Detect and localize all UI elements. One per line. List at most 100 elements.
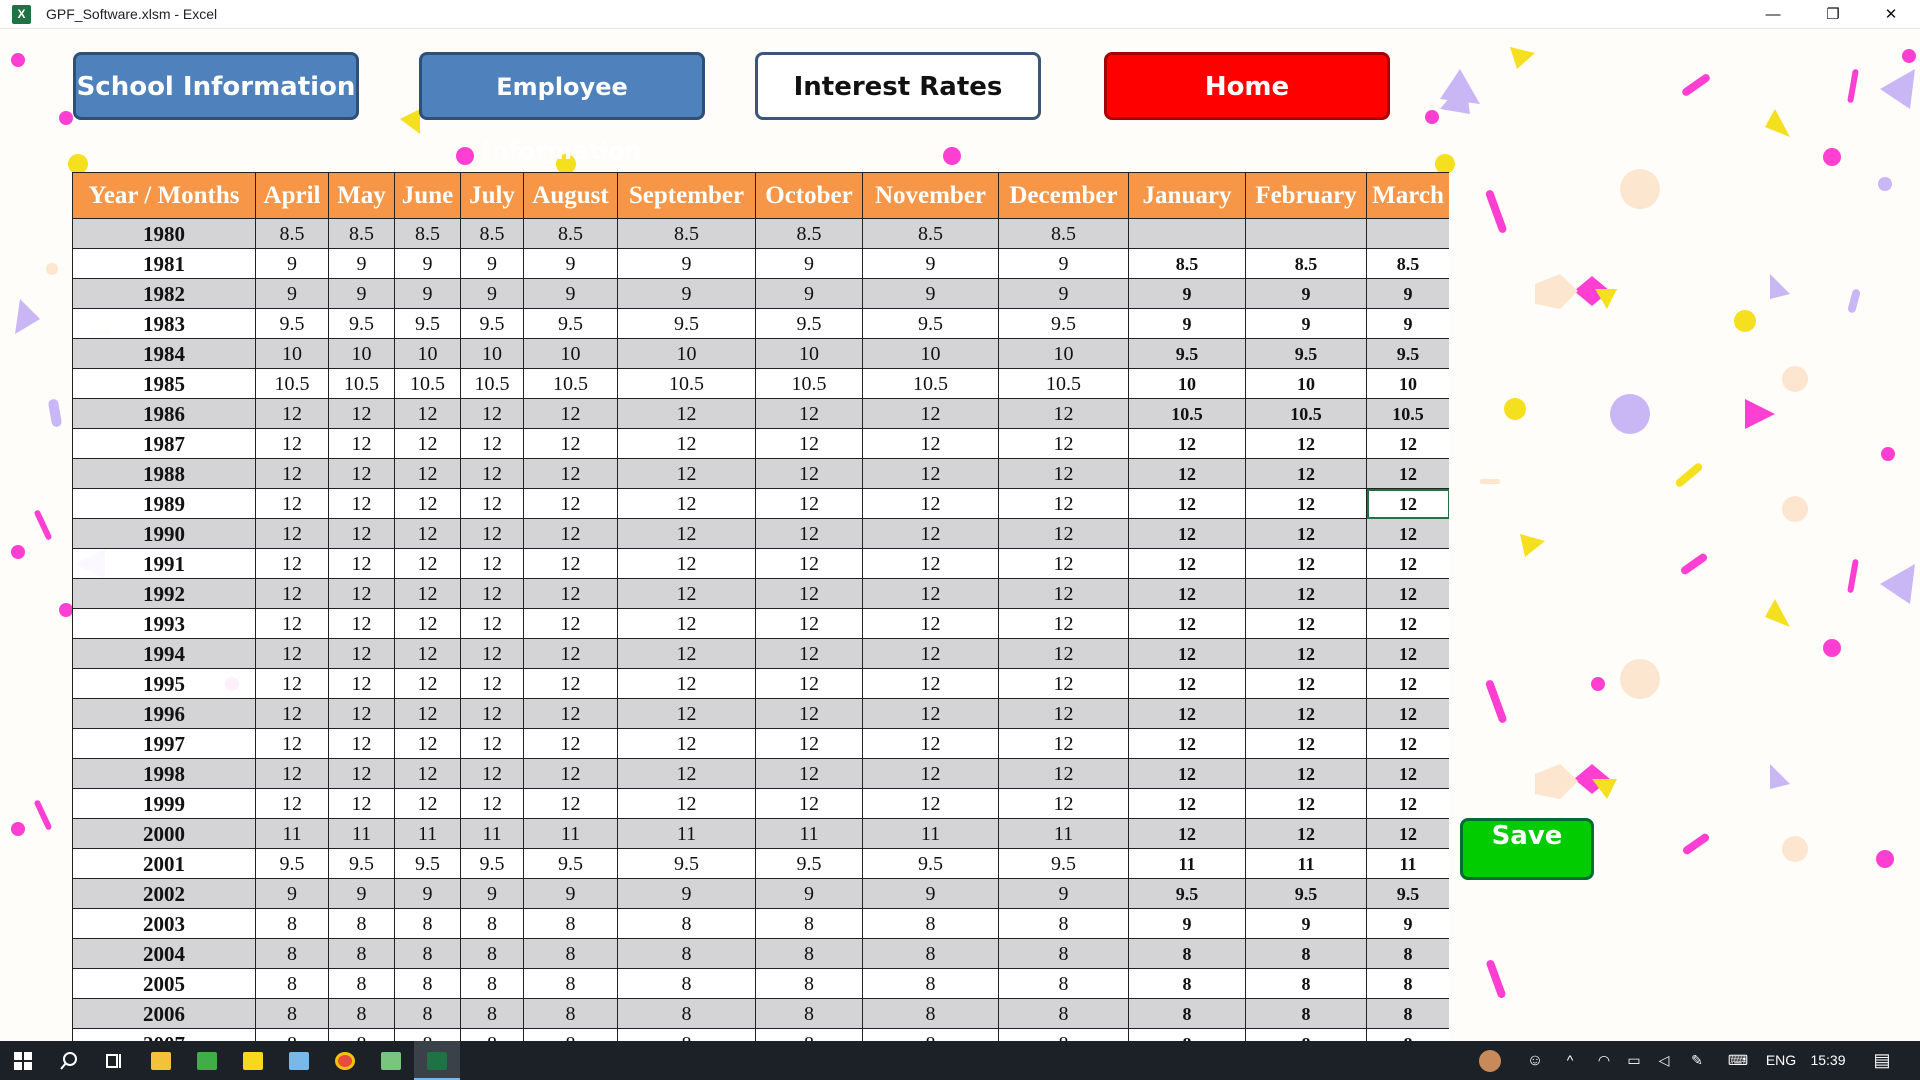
rate-cell[interactable]: 12 bbox=[1128, 668, 1246, 699]
rate-cell[interactable]: 10.5 bbox=[617, 368, 756, 399]
rate-cell[interactable]: 12 bbox=[255, 548, 329, 579]
rate-cell[interactable]: 11 bbox=[617, 818, 756, 849]
rate-cell[interactable]: 8 bbox=[394, 1028, 461, 1041]
rate-cell[interactable]: 9 bbox=[1245, 308, 1367, 339]
rate-cell[interactable]: 8 bbox=[1128, 938, 1246, 969]
rate-cell[interactable]: 12 bbox=[1128, 758, 1246, 789]
rate-cell[interactable]: 12 bbox=[998, 578, 1129, 609]
rate-cell[interactable]: 12 bbox=[328, 578, 395, 609]
rate-cell[interactable]: 9.5 bbox=[998, 848, 1129, 879]
year-cell[interactable]: 2001 bbox=[72, 848, 256, 879]
rate-cell[interactable]: 10.5 bbox=[523, 368, 618, 399]
home-button[interactable]: Home bbox=[1104, 52, 1390, 120]
rate-cell[interactable]: 12 bbox=[394, 638, 461, 669]
rate-cell[interactable] bbox=[1128, 218, 1246, 249]
rate-cell[interactable]: 12 bbox=[523, 728, 618, 759]
rate-cell[interactable]: 10.5 bbox=[755, 368, 863, 399]
rate-cell[interactable]: 11 bbox=[862, 818, 999, 849]
rate-cell[interactable]: 12 bbox=[617, 488, 756, 519]
rate-cell[interactable]: 8 bbox=[255, 938, 329, 969]
rate-cell[interactable]: 12 bbox=[998, 518, 1129, 549]
show-hidden-icons-chevron[interactable]: ^ bbox=[1566, 1052, 1574, 1068]
rate-cell[interactable]: 12 bbox=[862, 398, 999, 429]
pen-icon[interactable]: ✎ bbox=[1691, 1052, 1703, 1068]
rate-cell[interactable]: 9 bbox=[394, 878, 461, 909]
rate-cell[interactable]: 12 bbox=[328, 788, 395, 819]
rate-cell[interactable]: 8 bbox=[328, 938, 395, 969]
rate-cell[interactable]: 10.5 bbox=[255, 368, 329, 399]
rate-cell[interactable]: 10 bbox=[617, 338, 756, 369]
rate-cell[interactable]: 12 bbox=[255, 578, 329, 609]
rate-cell[interactable]: 12 bbox=[255, 488, 329, 519]
year-cell[interactable]: 1981 bbox=[72, 248, 256, 279]
green-app-icon[interactable] bbox=[184, 1041, 230, 1080]
rate-cell[interactable]: 12 bbox=[1245, 758, 1367, 789]
rate-cell[interactable]: 12 bbox=[523, 428, 618, 459]
rate-cell[interactable]: 8 bbox=[255, 1028, 329, 1041]
year-cell[interactable]: 2003 bbox=[72, 908, 256, 939]
rate-cell[interactable]: 9 bbox=[523, 278, 618, 309]
rate-cell[interactable]: 12 bbox=[1366, 758, 1449, 789]
rate-cell[interactable]: 12 bbox=[862, 668, 999, 699]
rate-cell[interactable]: 12 bbox=[394, 758, 461, 789]
rate-cell[interactable]: 8 bbox=[755, 908, 863, 939]
rate-cell[interactable]: 12 bbox=[460, 518, 524, 549]
rate-cell[interactable]: 12 bbox=[328, 488, 395, 519]
rate-cell[interactable]: 12 bbox=[862, 518, 999, 549]
rate-cell[interactable]: 12 bbox=[1245, 428, 1367, 459]
rate-cell[interactable]: 12 bbox=[523, 458, 618, 489]
rate-cell[interactable]: 9.5 bbox=[394, 308, 461, 339]
rate-cell[interactable]: 12 bbox=[862, 788, 999, 819]
excel-doc-icon[interactable] bbox=[368, 1041, 414, 1080]
rate-cell[interactable]: 10 bbox=[460, 338, 524, 369]
rate-cell[interactable]: 12 bbox=[1128, 548, 1246, 579]
rate-cell[interactable]: 9 bbox=[1128, 908, 1246, 939]
rate-cell[interactable]: 8.5 bbox=[394, 218, 461, 249]
rate-cell[interactable]: 12 bbox=[1128, 818, 1246, 849]
rate-cell[interactable]: 8 bbox=[328, 998, 395, 1029]
rate-cell[interactable]: 10.5 bbox=[1366, 398, 1449, 429]
rate-cell[interactable]: 9.5 bbox=[1128, 338, 1246, 369]
year-cell[interactable]: 1989 bbox=[72, 488, 256, 519]
chrome-icon[interactable] bbox=[322, 1041, 368, 1080]
rate-cell[interactable]: 10 bbox=[862, 338, 999, 369]
rate-cell[interactable]: 9 bbox=[394, 278, 461, 309]
rate-cell[interactable]: 12 bbox=[1245, 638, 1367, 669]
rate-cell[interactable]: 12 bbox=[460, 548, 524, 579]
rate-cell[interactable]: 8 bbox=[617, 1028, 756, 1041]
rate-cell[interactable]: 12 bbox=[255, 458, 329, 489]
rate-cell[interactable]: 12 bbox=[523, 518, 618, 549]
keyboard-icon[interactable]: ⌨ bbox=[1727, 1052, 1749, 1068]
rate-cell[interactable]: 9.5 bbox=[460, 848, 524, 879]
rate-cell[interactable]: 11 bbox=[328, 818, 395, 849]
rate-cell[interactable]: 12 bbox=[617, 788, 756, 819]
year-cell[interactable]: 1995 bbox=[72, 668, 256, 699]
rate-cell[interactable]: 12 bbox=[460, 488, 524, 519]
rate-cell[interactable]: 12 bbox=[617, 518, 756, 549]
volume-icon[interactable]: ◁ bbox=[1658, 1052, 1670, 1068]
rate-cell[interactable]: 9.5 bbox=[617, 308, 756, 339]
rate-cell[interactable]: 12 bbox=[255, 758, 329, 789]
rate-cell[interactable]: 10.5 bbox=[1245, 398, 1367, 429]
rate-cell[interactable]: 10 bbox=[755, 338, 863, 369]
rate-cell[interactable]: 12 bbox=[755, 578, 863, 609]
rate-cell[interactable]: 12 bbox=[998, 698, 1129, 729]
rate-cell[interactable]: 9 bbox=[998, 278, 1129, 309]
rate-cell[interactable]: 9 bbox=[755, 878, 863, 909]
rate-cell[interactable]: 12 bbox=[460, 638, 524, 669]
year-cell[interactable]: 2000 bbox=[72, 818, 256, 849]
rate-cell[interactable]: 8 bbox=[755, 1028, 863, 1041]
rate-cell[interactable]: 9 bbox=[1366, 908, 1449, 939]
rate-cell[interactable]: 12 bbox=[1128, 788, 1246, 819]
rate-cell[interactable]: 8 bbox=[328, 908, 395, 939]
people-icon[interactable]: ☺ bbox=[1526, 1052, 1544, 1069]
rate-cell[interactable]: 12 bbox=[1245, 818, 1367, 849]
rate-cell[interactable]: 8.5 bbox=[255, 218, 329, 249]
search-icon[interactable] bbox=[46, 1041, 92, 1080]
rate-cell[interactable]: 12 bbox=[460, 398, 524, 429]
rate-cell[interactable]: 12 bbox=[394, 428, 461, 459]
rate-cell[interactable]: 12 bbox=[755, 788, 863, 819]
year-cell[interactable]: 2007 bbox=[72, 1028, 256, 1041]
rate-cell[interactable]: 8 bbox=[755, 998, 863, 1029]
rate-cell[interactable]: 8 bbox=[523, 968, 618, 999]
